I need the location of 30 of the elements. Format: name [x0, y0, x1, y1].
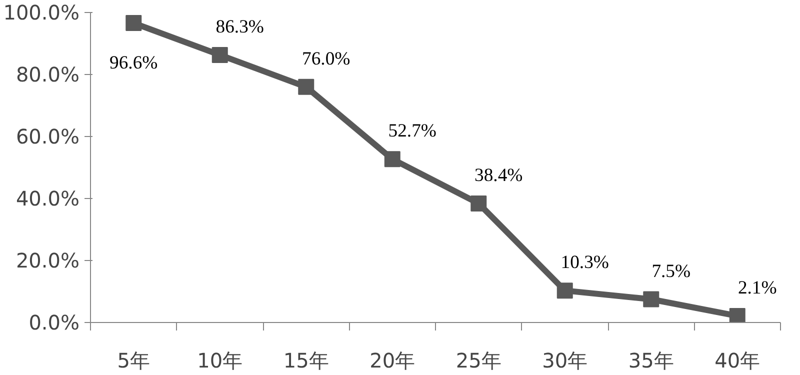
point: [126, 15, 142, 32]
y-tick-label: 60.0%: [16, 124, 80, 148]
point: [556, 282, 573, 299]
point: [384, 151, 400, 168]
data-label: 52.7%: [388, 120, 436, 142]
data-label: 38.4%: [474, 164, 523, 186]
y-tick-label: 0.0%: [28, 310, 80, 334]
x-tick-label: 15年: [283, 348, 329, 372]
x-tick-label: 25年: [456, 348, 502, 372]
point: [470, 195, 487, 212]
y-tick-label: 100.0%: [3, 0, 80, 24]
data-label: 7.5%: [652, 260, 691, 282]
x-tick-label: 20年: [370, 348, 416, 372]
y-tick-label: 20.0%: [16, 248, 80, 272]
x-tick-label: 30年: [542, 348, 588, 372]
x-tick-label: 10年: [197, 348, 243, 372]
point: [643, 291, 660, 308]
point: [298, 78, 314, 95]
point: [729, 308, 746, 322]
data-label: 76.0%: [302, 48, 350, 70]
data-label: 2.1%: [738, 277, 777, 298]
y-tick-label: 40.0%: [16, 186, 80, 210]
point: [212, 46, 228, 63]
x-tick-label: 5年: [117, 348, 150, 372]
data-label: 96.6%: [110, 52, 158, 74]
y-tick-label: 80.0%: [16, 62, 80, 86]
data-label: 10.3%: [560, 252, 609, 274]
data-label: 86.3%: [216, 16, 264, 38]
x-tick-label: 35年: [628, 348, 674, 372]
x-tick-label: 40年: [714, 348, 760, 372]
